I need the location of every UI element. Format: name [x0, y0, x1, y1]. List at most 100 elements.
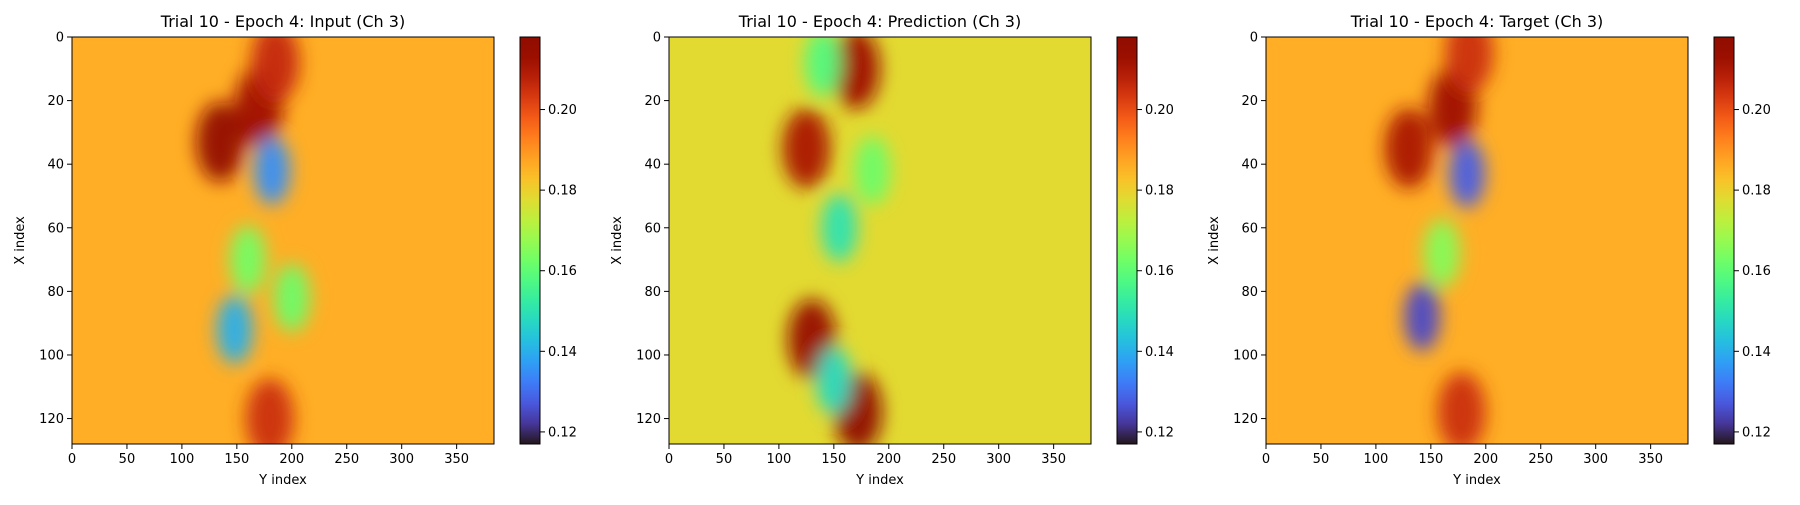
- heatmap-feature-high-2: [196, 101, 245, 182]
- y-tick-label: 40: [47, 158, 64, 173]
- heatmap-feature-high-3: [251, 37, 300, 103]
- colorbar-tick-label: 0.16: [548, 264, 577, 279]
- y-tick-label: 120: [1233, 412, 1258, 427]
- x-tick-label: 100: [1363, 452, 1388, 467]
- x-tick-label: 150: [224, 452, 249, 467]
- x-tick-label: 200: [1473, 452, 1498, 467]
- x-axis-label: Y index: [258, 473, 307, 488]
- y-tick-label: 120: [39, 412, 64, 427]
- y-tick-label: 40: [644, 158, 661, 173]
- colorbar: [1116, 36, 1138, 445]
- heatmap-feature-low-7: [229, 225, 266, 294]
- y-tick-label: 80: [644, 285, 661, 300]
- colorbar-tick-label: 0.12: [548, 425, 577, 440]
- y-axis-label: X index: [610, 216, 625, 265]
- x-tick-label: 150: [821, 452, 846, 467]
- y-tick-label: 100: [1233, 348, 1258, 363]
- y-axis-label: X index: [13, 216, 28, 265]
- heatmap-feature-low-7: [1423, 219, 1460, 288]
- x-tick-label: 150: [1418, 452, 1443, 467]
- heatmap-field: [196, 37, 310, 444]
- x-tick-label: 200: [279, 452, 304, 467]
- y-tick-label: 0: [653, 31, 661, 46]
- y-tick-label: 60: [1241, 221, 1258, 236]
- colorbar-tick-label: 0.20: [548, 103, 577, 118]
- y-tick-label: 0: [56, 31, 64, 46]
- x-tick-label: 250: [931, 452, 956, 467]
- x-axis-label: Y index: [1452, 473, 1501, 488]
- heatmap-background: [669, 37, 1091, 444]
- x-axis-label: Y index: [855, 473, 904, 488]
- colorbar-tick-label: 0.16: [1145, 264, 1174, 279]
- colorbar-tick-label: 0.20: [1145, 103, 1174, 118]
- heatmap-panel-2: 0 50 100 150 200 250 300 350 0 20 40 60 80 100 120 Tria…: [610, 12, 1174, 488]
- x-tick-label: 0: [68, 452, 76, 467]
- heatmap-field: [782, 37, 891, 444]
- heatmap-feature-high-2: [831, 37, 880, 109]
- heatmap-feature-low-6: [1404, 282, 1441, 351]
- x-tick-label: 300: [1583, 452, 1608, 467]
- x-tick-label: 250: [1528, 452, 1553, 467]
- y-tick-label: 100: [636, 348, 661, 363]
- heatmap-background: [72, 37, 494, 444]
- heatmap-panel-3: 0 50 100 150 200 250 300 350 0 20 40 60 80 100 120 Tria…: [1207, 12, 1771, 488]
- x-tick-label: 350: [1638, 452, 1663, 467]
- y-tick-label: 20: [47, 94, 64, 109]
- x-tick-label: 100: [169, 452, 194, 467]
- x-tick-label: 100: [766, 452, 791, 467]
- x-tick-label: 50: [119, 452, 136, 467]
- chart-title: Trial 10 - Epoch 4: Prediction (Ch 3): [738, 12, 1021, 31]
- x-tick-label: 50: [1313, 452, 1330, 467]
- y-tick-label: 80: [1241, 285, 1258, 300]
- colorbar: [1713, 36, 1735, 445]
- colorbar: [519, 36, 541, 445]
- heatmap-feature-high-2: [1384, 108, 1433, 189]
- heatmap-feature-low-5: [1449, 139, 1486, 208]
- colorbar-tick-label: 0.12: [1145, 425, 1174, 440]
- heatmap-field: [1384, 37, 1494, 444]
- x-tick-label: 300: [986, 452, 1011, 467]
- x-tick-label: 0: [665, 452, 673, 467]
- x-tick-label: 0: [1262, 452, 1270, 467]
- x-tick-label: 350: [444, 452, 469, 467]
- y-tick-label: 20: [644, 94, 661, 109]
- colorbar-tick-label: 0.14: [1145, 345, 1174, 360]
- colorbar-tick-label: 0.18: [1145, 184, 1174, 199]
- heatmap-feature-low-5: [821, 193, 858, 262]
- x-tick-label: 250: [334, 452, 359, 467]
- heatmap-feature-low-5: [254, 136, 291, 205]
- y-tick-label: 120: [636, 412, 661, 427]
- y-tick-label: 80: [47, 285, 64, 300]
- heatmap-feature-low-6: [216, 295, 253, 364]
- y-tick-label: 100: [39, 348, 64, 363]
- colorbar-tick-label: 0.18: [1742, 184, 1771, 199]
- heatmap-feature-high-4: [1437, 372, 1486, 444]
- y-tick-label: 60: [644, 221, 661, 236]
- x-tick-label: 50: [716, 452, 733, 467]
- y-tick-label: 60: [47, 221, 64, 236]
- plot-frame: [71, 36, 495, 445]
- heatmap-panel-1: 0 50 100 150 200 250 300 350 0 20 40 60 80 100 120 Tria…: [13, 12, 577, 488]
- heatmap-feature-low-8: [854, 136, 891, 205]
- colorbar-tick-label: 0.18: [548, 184, 577, 199]
- heatmap-feature-low-8: [273, 263, 310, 332]
- heatmap-background: [1266, 37, 1688, 444]
- y-axis-label: X index: [1207, 216, 1222, 265]
- x-tick-label: 300: [389, 452, 414, 467]
- heatmap-feature-low-6: [804, 37, 841, 97]
- colorbar-tick-label: 0.12: [1742, 425, 1771, 440]
- x-tick-label: 350: [1041, 452, 1066, 467]
- plot-frame: [1265, 36, 1689, 445]
- heatmap-feature-high-4: [245, 378, 294, 444]
- heatmap-feature-low-7: [815, 346, 852, 415]
- chart-title: Trial 10 - Epoch 4: Input (Ch 3): [160, 12, 405, 31]
- heatmap-feature-high-1: [782, 108, 831, 189]
- chart-title: Trial 10 - Epoch 4: Target (Ch 3): [1350, 12, 1603, 31]
- heatmap-feature-high-3: [1445, 37, 1494, 93]
- y-tick-label: 20: [1241, 94, 1258, 109]
- y-tick-label: 0: [1250, 31, 1258, 46]
- colorbar-tick-label: 0.20: [1742, 103, 1771, 118]
- colorbar-tick-label: 0.14: [1742, 345, 1771, 360]
